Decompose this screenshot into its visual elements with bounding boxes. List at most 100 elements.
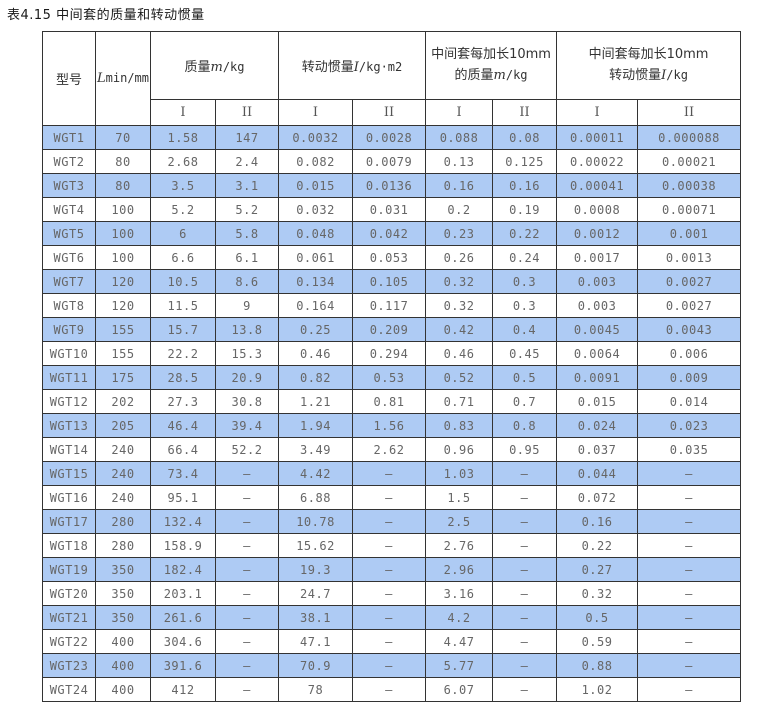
model-cell: WGT9	[42, 317, 96, 342]
value-cell: 240	[95, 461, 151, 486]
table-row: WGT19 350 182.4–19.3–2.96–0.27–	[42, 557, 742, 582]
value-cell: 38.1	[278, 605, 353, 630]
value-cell: 0.009	[637, 365, 742, 390]
value-cell: –	[215, 677, 279, 702]
value-cell: 400	[95, 629, 151, 654]
value-cell: 19.3	[278, 557, 353, 582]
value-cell: 5.77	[425, 653, 494, 678]
value-cell: 0.25	[278, 317, 353, 342]
value-cell: 70	[95, 125, 151, 150]
value-cell: 0.015	[278, 173, 353, 198]
value-cell: 2.4	[215, 149, 279, 174]
ext-mass-line1: 中间套每加长10mm	[431, 47, 551, 62]
model-cell: WGT21	[42, 605, 96, 630]
value-cell: 1.56	[351, 413, 427, 438]
table-row: WGT15 240 73.4–4.42–1.03–0.044–	[42, 461, 742, 486]
value-cell: 5.2	[215, 197, 279, 222]
value-cell: 0.0032	[278, 125, 353, 150]
value-cell: 261.6	[150, 605, 216, 630]
value-cell: 0.7	[492, 389, 558, 414]
value-cell: –	[215, 581, 279, 606]
value-cell: 0.0013	[637, 245, 742, 270]
value-cell: 0.00071	[637, 197, 742, 222]
value-cell: 9	[215, 293, 279, 318]
table-row: WGT9 155 15.7 13.8 0.25 0.209 0.42 0.4 0.0045 0.0…	[42, 317, 742, 342]
value-cell: 0.19	[492, 197, 558, 222]
value-cell: 0.96	[425, 437, 494, 462]
value-cell: 240	[95, 485, 151, 510]
value-cell: 400	[95, 653, 151, 678]
value-cell: 95.1	[150, 485, 216, 510]
value-cell: 304.6	[150, 629, 216, 654]
value-cell: 10.78	[278, 509, 353, 534]
value-cell: 280	[95, 533, 151, 558]
value-cell: –	[637, 557, 742, 582]
value-cell: –	[637, 629, 742, 654]
value-cell: –	[492, 653, 558, 678]
model-cell: WGT6	[42, 245, 96, 270]
value-cell: 0.0043	[637, 317, 742, 342]
table-row: WGT24 400 412–78–6.07–1.02–	[42, 677, 742, 702]
value-cell: 0.16	[492, 173, 558, 198]
subheader-mass-1: I	[150, 99, 216, 126]
value-cell: 350	[95, 557, 151, 582]
value-cell: 0.105	[351, 269, 427, 294]
value-cell: 205	[95, 413, 151, 438]
value-cell: 0.006	[637, 341, 742, 366]
value-cell: 15.7	[150, 317, 216, 342]
value-cell: 0.0027	[637, 269, 742, 294]
value-cell: 132.4	[150, 509, 216, 534]
value-cell: 202	[95, 389, 151, 414]
value-cell: –	[351, 629, 427, 654]
value-cell: –	[351, 557, 427, 582]
value-cell: 6.07	[425, 677, 494, 702]
value-cell: 73.4	[150, 461, 216, 486]
model-cell: WGT11	[42, 365, 96, 390]
value-cell: 0.0064	[556, 341, 639, 366]
value-cell: 0.0017	[556, 245, 639, 270]
inertia-label: 转动惯量	[301, 60, 354, 75]
value-cell: 0.082	[278, 149, 353, 174]
value-cell: 0.042	[351, 221, 427, 246]
value-cell: 391.6	[150, 653, 216, 678]
value-cell: 2.62	[351, 437, 427, 462]
value-cell: –	[492, 461, 558, 486]
value-cell: 0.035	[637, 437, 742, 462]
subheader-inertia-1: I	[278, 99, 353, 126]
value-cell: 203.1	[150, 581, 216, 606]
value-cell: 70.9	[278, 653, 353, 678]
table-row: WGT4 100 5.2 5.2 0.032 0.031 0.2 0.19 0.0008 0.00…	[42, 197, 742, 222]
value-cell: –	[492, 557, 558, 582]
value-cell: 6.1	[215, 245, 279, 270]
value-cell: –	[351, 509, 427, 534]
value-cell: 0.023	[637, 413, 742, 438]
value-cell: –	[215, 533, 279, 558]
model-cell: WGT16	[42, 485, 96, 510]
model-cell: WGT4	[42, 197, 96, 222]
model-cell: WGT19	[42, 557, 96, 582]
value-cell: 28.5	[150, 365, 216, 390]
value-cell: 0.00021	[637, 149, 742, 174]
value-cell: 11.5	[150, 293, 216, 318]
value-cell: 4.47	[425, 629, 494, 654]
value-cell: 155	[95, 317, 151, 342]
value-cell: 280	[95, 509, 151, 534]
value-cell: –	[492, 509, 558, 534]
value-cell: 182.4	[150, 557, 216, 582]
table-row: WGT5 100 6 5.8 0.048 0.042 0.23 0.22 0.0012 0.001	[42, 221, 742, 246]
value-cell: 0.003	[556, 269, 639, 294]
value-cell: 0.294	[351, 341, 427, 366]
value-cell: 100	[95, 245, 151, 270]
value-cell: 120	[95, 269, 151, 294]
value-cell: 0.45	[492, 341, 558, 366]
value-cell: 0.32	[425, 269, 494, 294]
value-cell: 66.4	[150, 437, 216, 462]
value-cell: 5.2	[150, 197, 216, 222]
table-row: WGT22 400 304.6–47.1–4.47–0.59–	[42, 629, 742, 654]
value-cell: 6	[150, 221, 216, 246]
value-cell: 412	[150, 677, 216, 702]
model-cell: WGT17	[42, 509, 96, 534]
value-cell: 22.2	[150, 341, 216, 366]
value-cell: 0.95	[492, 437, 558, 462]
value-cell: –	[351, 605, 427, 630]
